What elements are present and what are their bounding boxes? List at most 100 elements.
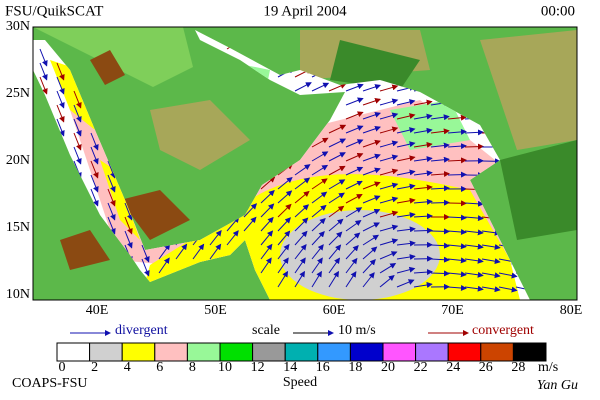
wind-arrow	[294, 164, 311, 176]
wind-arrow	[498, 286, 518, 293]
axis-labels: 30N 25N 20N 15N 10N 40E 50E 60E 70E 80E	[6, 19, 582, 318]
wind-arrow	[396, 141, 416, 148]
wind-arrow	[362, 222, 380, 232]
wind-arrow	[379, 98, 399, 106]
wind-arrow	[396, 212, 416, 219]
wind-arrow	[277, 257, 289, 274]
wind-arrow	[447, 114, 467, 121]
colorbar-label: 16	[316, 360, 330, 375]
wind-arrow	[294, 230, 308, 246]
wind-arrow	[498, 272, 518, 279]
wind-arrow	[192, 243, 205, 260]
wind-arrow	[260, 243, 273, 260]
wind-arrow	[311, 244, 324, 260]
wind-arrow	[311, 178, 328, 190]
colorbar-swatch	[154, 342, 188, 362]
footer-right: Yan Gu	[537, 378, 578, 393]
wind-arrow	[158, 257, 170, 274]
wind-arrow	[430, 256, 450, 263]
wind-arrow	[464, 257, 484, 264]
colorbar: 0 2 4 6 8 10 12 14 16 18 20 22 24 26 28 m/s	[56, 342, 558, 375]
colorbar-swatch	[89, 342, 123, 362]
wind-arrow	[447, 157, 467, 164]
wind-arrow	[260, 230, 274, 246]
wind-arrow	[379, 210, 399, 218]
wind-arrow	[107, 188, 116, 207]
wind-arrow	[430, 228, 450, 235]
wind-arrow	[90, 160, 99, 179]
wind-arrow	[175, 243, 188, 260]
wind-arrow	[413, 113, 433, 120]
wind-arrow	[107, 160, 116, 179]
colorbar-swatch	[219, 342, 254, 362]
colorbar-swatch	[121, 342, 156, 362]
wind-arrow	[39, 76, 48, 95]
wind-arrow	[379, 274, 395, 288]
wind-arrow	[345, 139, 364, 148]
wind-arrow	[345, 207, 363, 218]
wind-arrow	[124, 202, 133, 221]
wind-arrow	[328, 165, 346, 176]
wind-arrow	[141, 258, 150, 277]
wind-arrow	[311, 270, 322, 288]
wind-arrow	[396, 169, 416, 176]
wind-arrow	[56, 90, 65, 109]
wind-arrow	[209, 243, 222, 260]
wind-arrow	[328, 138, 347, 148]
wind-arrow	[260, 189, 275, 204]
wind-arrow	[260, 216, 274, 232]
wind-arrow	[413, 141, 433, 148]
wind-arrow	[447, 243, 467, 250]
colorbar-swatch	[480, 342, 514, 362]
colorbar-label: 14	[283, 360, 297, 375]
lon-label: 50E	[204, 303, 227, 318]
wind-arrow	[90, 146, 99, 165]
wind-arrow	[379, 224, 399, 232]
header-right: 00:00	[541, 3, 575, 19]
wind-arrow	[311, 164, 329, 176]
wind-arrow	[396, 266, 416, 274]
wind-arrow	[56, 76, 65, 95]
wind-arrow	[345, 111, 364, 120]
lat-label: 20N	[6, 153, 30, 168]
wind-arrow	[379, 168, 399, 176]
lon-label: 60E	[323, 303, 346, 318]
wind-arrow	[294, 190, 310, 204]
wind-arrow	[464, 215, 484, 222]
colorbar-label: 6	[156, 360, 163, 375]
wind-arrow	[277, 176, 293, 190]
colorbar-swatch	[284, 342, 319, 362]
wind-arrow	[39, 62, 48, 81]
wind-arrow	[56, 118, 65, 137]
wind-arrow	[328, 257, 341, 274]
wind-arrow	[294, 270, 305, 288]
wind-arrow	[345, 220, 362, 232]
lon-label: 40E	[86, 303, 109, 318]
lat-label: 15N	[6, 220, 30, 235]
wind-arrow	[362, 246, 378, 260]
wind-arrow	[345, 125, 364, 134]
wind-arrow	[396, 279, 415, 288]
wind-arrow	[396, 113, 416, 120]
wind-arrow	[379, 140, 399, 148]
wind-arrow	[447, 214, 467, 221]
wind-arrow	[294, 82, 312, 92]
wind-arrow	[396, 155, 416, 162]
wind-arrow	[430, 242, 450, 249]
colorbar-swatch	[317, 342, 351, 362]
wind-arrow	[464, 143, 484, 150]
wind-arrow	[362, 98, 382, 106]
wind-arrow	[396, 99, 416, 106]
wind-arrow	[396, 127, 416, 134]
wind-arrow	[328, 205, 345, 218]
wind-arrow	[260, 176, 276, 190]
wind-arrow	[413, 127, 433, 134]
wind-arrow	[413, 282, 433, 288]
wind-arrow	[73, 132, 82, 151]
wind-arrow	[294, 177, 311, 190]
land-relief	[330, 40, 577, 240]
wind-arrow	[430, 114, 450, 121]
header-left: FSU/QuikSCAT	[5, 3, 103, 19]
wind-arrow	[73, 104, 82, 123]
wind-arrow	[328, 231, 343, 246]
